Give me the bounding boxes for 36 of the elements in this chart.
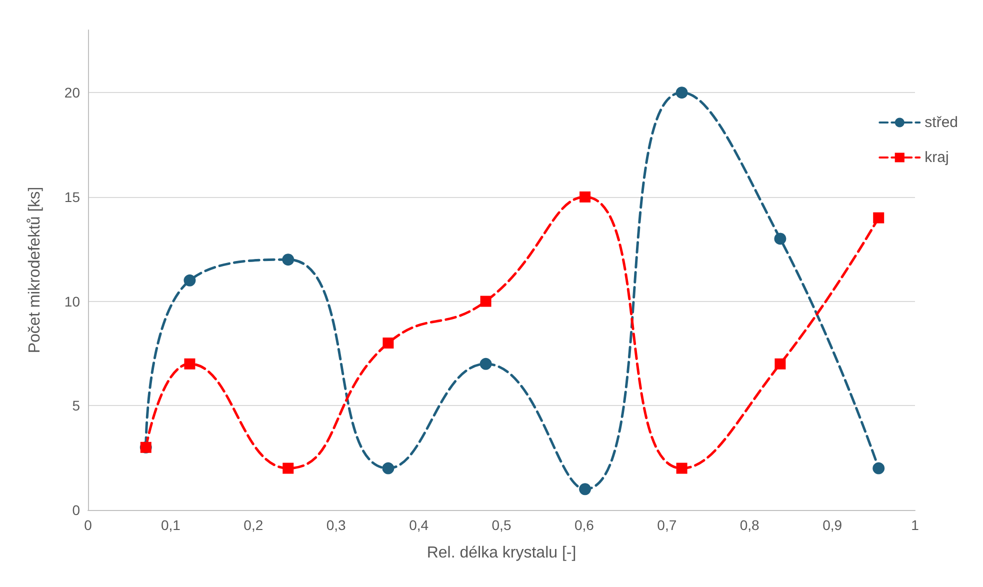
point: [184, 358, 196, 370]
point: [579, 483, 592, 496]
point: [676, 462, 688, 474]
x-tick-label: 0,8: [740, 517, 760, 533]
x-tick-label: 0,1: [160, 517, 181, 533]
x-tick-label: 0,7: [657, 517, 677, 533]
y-tick-label: 0: [72, 502, 80, 518]
point: [774, 232, 786, 245]
legend-label: kraj: [924, 149, 949, 166]
point: [872, 462, 885, 474]
x-tick-label: 1: [911, 517, 920, 533]
point: [382, 338, 394, 349]
point: [480, 296, 492, 307]
point: [580, 191, 591, 202]
point: [282, 254, 294, 266]
point: [676, 86, 688, 99]
x-tick-label: 0,4: [409, 517, 429, 533]
point: [282, 462, 294, 474]
legend-label: střed: [924, 114, 958, 131]
x-tick-label: 0,2: [244, 517, 264, 533]
y-tick-label: 5: [72, 398, 80, 414]
y-tick-label: 20: [64, 84, 80, 101]
point: [774, 358, 786, 370]
y-axis-title: Počet mikrodefektů [ks]: [26, 186, 44, 354]
x-tick-label: 0: [84, 517, 92, 533]
x-tick-label: 0,5: [492, 517, 512, 533]
x-tick-label: 0,3: [326, 517, 346, 533]
point: [873, 212, 884, 224]
point: [480, 358, 492, 370]
point: [382, 462, 394, 474]
x-tick-label: 0,6: [574, 517, 594, 533]
y-tick-label: 15: [64, 188, 80, 205]
point: [184, 274, 196, 286]
x-axis-title: Rel. délka krystalu [-]: [426, 544, 576, 562]
x-tick-label: 0,9: [822, 517, 842, 533]
y-tick-label: 10: [64, 293, 80, 310]
